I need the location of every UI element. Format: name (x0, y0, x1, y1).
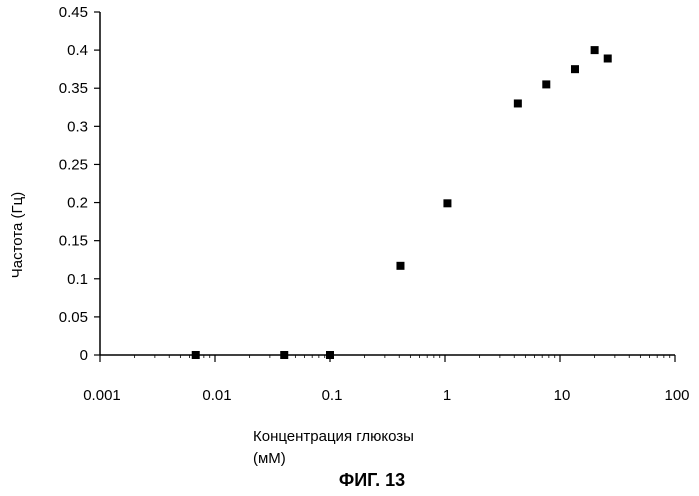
data-point (443, 199, 451, 207)
x-axis-title-line1: Концентрация глюкозы (253, 428, 414, 445)
y-tick-label: 0.4 (67, 42, 88, 59)
x-tick-label: 1 (443, 387, 451, 404)
data-points (192, 46, 612, 359)
y-tick-label: 0.15 (59, 233, 88, 250)
x-tick-label: 0.001 (83, 387, 121, 404)
y-tick-label: 0 (80, 347, 88, 364)
y-tick-label: 0.05 (59, 309, 88, 326)
data-point (326, 351, 334, 359)
y-tick-label: 0.1 (67, 271, 88, 288)
x-tick-label: 10 (554, 387, 571, 404)
x-tick-label: 0.01 (202, 387, 231, 404)
y-tick-label: 0.35 (59, 80, 88, 97)
data-point (571, 65, 579, 73)
y-tick-label: 0.2 (67, 195, 88, 212)
data-point (591, 46, 599, 54)
y-axis: 0 0.05 0.1 0.15 0.2 0.25 0.3 0.35 0.4 0.45 (59, 4, 100, 364)
x-axis: 0.001 0.01 0.1 1 10 100 (83, 355, 689, 404)
figure-label: ФИГ. 13 (339, 470, 405, 490)
data-point (396, 262, 404, 270)
y-tick-label: 0.3 (67, 118, 88, 135)
data-point (280, 351, 288, 359)
data-point (542, 80, 550, 88)
data-point (192, 351, 200, 359)
data-point (604, 54, 612, 62)
x-axis-title-line2: (мМ) (253, 450, 286, 467)
y-tick-label: 0.25 (59, 156, 88, 173)
y-tick-label: 0.45 (59, 4, 88, 21)
data-point (514, 99, 522, 107)
x-tick-label: 100 (664, 387, 689, 404)
x-tick-label: 0.1 (322, 387, 343, 404)
y-axis-title: Частота (Гц) (9, 192, 26, 278)
